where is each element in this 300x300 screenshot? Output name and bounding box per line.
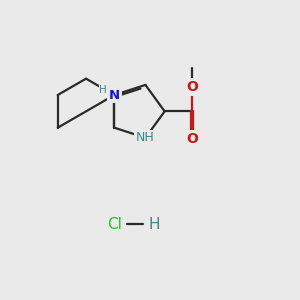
Text: O: O: [186, 132, 198, 146]
Text: O: O: [186, 80, 198, 94]
Text: H: H: [149, 217, 160, 232]
Text: Cl: Cl: [107, 217, 122, 232]
Text: N: N: [109, 88, 120, 101]
Text: NH: NH: [136, 131, 155, 144]
Text: H: H: [99, 85, 107, 95]
